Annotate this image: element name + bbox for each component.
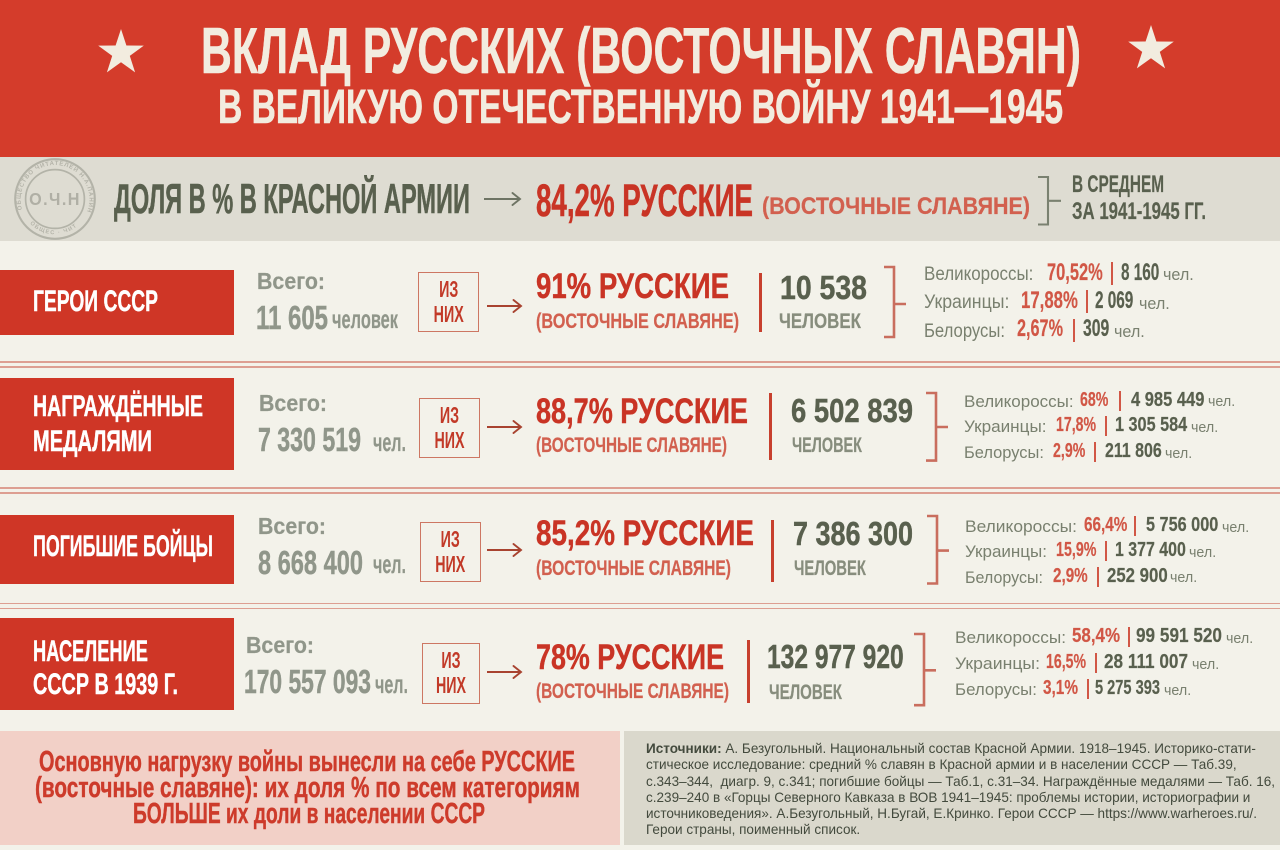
svg-text:О.Ч.Н: О.Ч.Н xyxy=(29,189,81,209)
